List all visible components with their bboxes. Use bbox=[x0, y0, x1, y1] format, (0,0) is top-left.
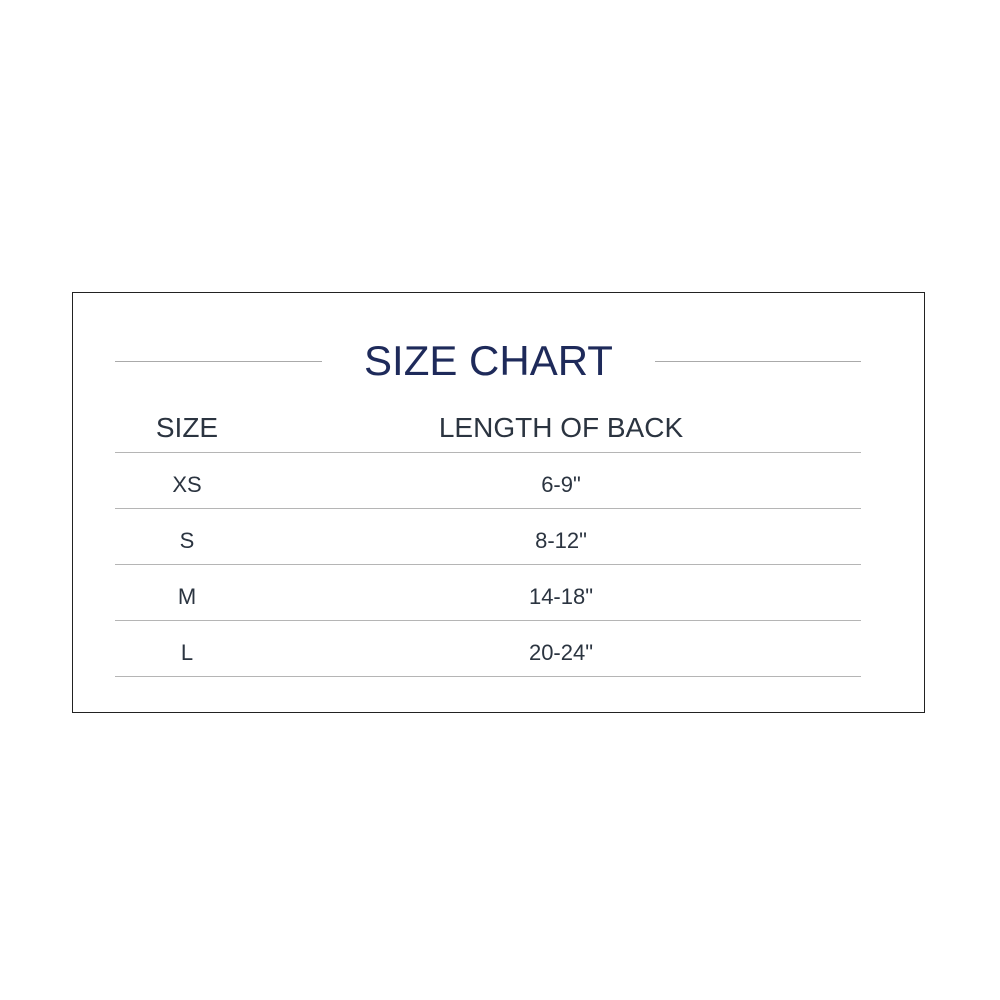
row-divider bbox=[115, 508, 861, 509]
row-divider bbox=[115, 676, 861, 677]
cell-length: 14-18" bbox=[528, 584, 594, 609]
cell-size: S bbox=[179, 528, 195, 553]
header-size: SIZE bbox=[155, 412, 219, 443]
cell-size: L bbox=[180, 640, 194, 665]
header-length-of-back: LENGTH OF BACK bbox=[438, 412, 684, 443]
cell-length: 20-24" bbox=[528, 640, 594, 665]
row-divider bbox=[115, 620, 861, 621]
title-divider-right bbox=[655, 361, 861, 362]
cell-size: M bbox=[177, 584, 197, 609]
cell-size: XS bbox=[172, 472, 202, 497]
row-divider bbox=[115, 452, 861, 453]
cell-length: 6-9" bbox=[541, 472, 581, 497]
row-divider bbox=[115, 564, 861, 565]
title-divider-left bbox=[115, 361, 322, 362]
cell-length: 8-12" bbox=[535, 528, 587, 553]
size-chart-frame bbox=[72, 292, 925, 713]
chart-title: SIZE CHART bbox=[364, 337, 613, 384]
